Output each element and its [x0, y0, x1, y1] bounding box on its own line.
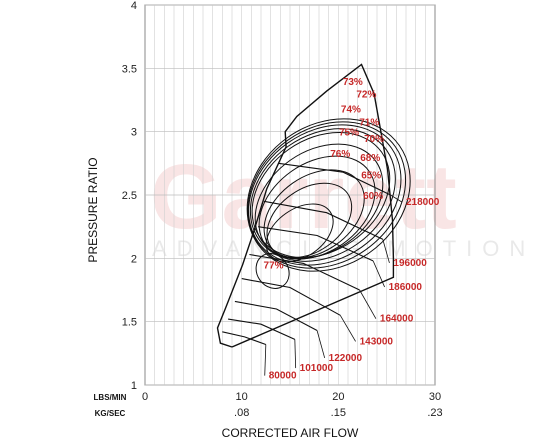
speed-label: 122000 — [329, 353, 363, 364]
efficiency-label: 70% — [364, 134, 384, 145]
efficiency-label: 60% — [363, 191, 383, 202]
efficiency-island — [251, 131, 391, 259]
x-tick-label-lbs: 10 — [236, 391, 248, 403]
efficiency-island — [254, 143, 384, 260]
y-tick-label: 2.5 — [122, 190, 137, 202]
y-axis-title: PRESSURE RATIO — [86, 157, 100, 262]
speed-leader — [264, 344, 267, 376]
efficiency-label: 68% — [360, 153, 380, 164]
speed-label: 80000 — [269, 371, 297, 382]
speed-line — [228, 318, 296, 340]
efficiency-label: 71% — [359, 117, 379, 128]
speed-line — [222, 331, 266, 346]
speed-leader — [339, 315, 356, 342]
y-tick-label: 3 — [131, 127, 137, 139]
x-tick-label-lbs: 0 — [142, 391, 148, 403]
compressor-map — [216, 63, 411, 376]
x-axis-title: CORRECTED AIR FLOW — [222, 426, 359, 440]
speed-label: 196000 — [393, 258, 427, 269]
speed-label: 143000 — [360, 336, 394, 347]
speed-line — [263, 200, 384, 240]
speed-line — [249, 253, 360, 291]
map-boundary — [216, 63, 395, 348]
speed-leader — [382, 239, 390, 264]
speed-label: 218000 — [406, 197, 440, 208]
x-unit-label-lbs: LBS/MIN — [94, 393, 127, 402]
speed-leader — [294, 339, 297, 369]
x-unit-label-kg: KG/SEC — [95, 409, 126, 418]
efficiency-island — [247, 121, 407, 269]
x-tick-label-kg: .23 — [427, 407, 442, 419]
efficiency-label: 72% — [356, 89, 376, 100]
y-tick-label: 2 — [131, 253, 137, 265]
speed-label: 164000 — [380, 314, 414, 325]
efficiency-island — [246, 118, 411, 272]
speed-leader — [316, 330, 326, 359]
efficiency-label: 75% — [339, 127, 359, 138]
speed-label: 101000 — [300, 363, 334, 374]
speed-line — [234, 300, 318, 331]
speed-label: 186000 — [389, 282, 423, 293]
efficiency-island — [263, 169, 365, 259]
watermark-brand: Garrett — [150, 146, 457, 248]
x-tick-label-kg: .08 — [234, 407, 249, 419]
x-tick-label-lbs: 20 — [332, 391, 344, 403]
efficiency-label: 74% — [341, 105, 361, 116]
speed-leader — [359, 289, 377, 319]
speed-line — [258, 226, 374, 262]
efficiency-island — [249, 128, 396, 262]
efficiency-label: 73% — [343, 77, 363, 88]
efficiency-island — [266, 182, 353, 258]
y-tick-label: 1.5 — [122, 317, 137, 329]
y-tick-label: 1 — [131, 380, 137, 392]
x-tick-label-lbs: 30 — [429, 391, 441, 403]
speed-line — [278, 162, 391, 196]
y-tick-label: 4 — [131, 0, 137, 12]
y-tick-label: 3.5 — [122, 63, 137, 75]
x-tick-label-kg: .15 — [331, 407, 346, 419]
efficiency-island — [248, 124, 402, 266]
grid — [144, 4, 436, 386]
efficiency-label: 65% — [361, 171, 381, 182]
speed-line — [241, 278, 341, 316]
efficiency-label: 76% — [330, 149, 350, 160]
speed-leader — [390, 194, 403, 203]
axes: 1 1.5 2 2.5 3 3.5 4 LBS/MIN KG/SEC 0 10 20 30 .08 .15.… — [94, 0, 443, 419]
efficiency-label: 77% — [264, 260, 284, 271]
